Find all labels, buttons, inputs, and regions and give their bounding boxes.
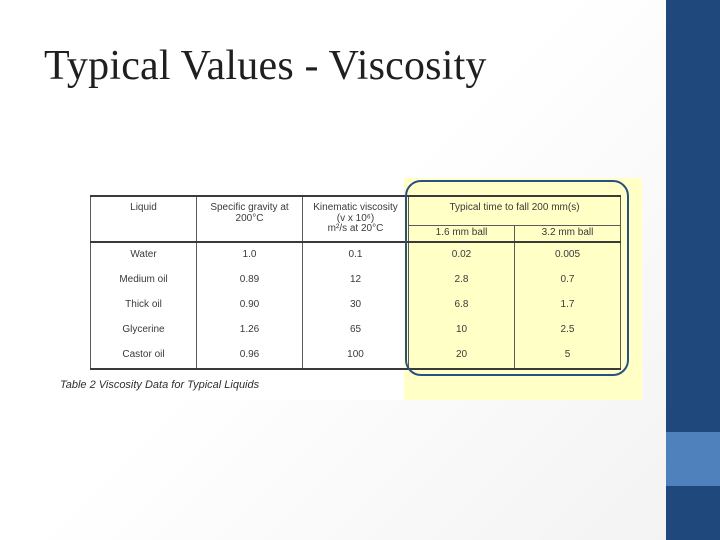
cell-liquid: Medium oil	[90, 268, 197, 293]
cell-time-small: 2.8	[408, 268, 515, 293]
table-figure: Liquid Specific gravity at 200°C Kinemat…	[56, 178, 642, 400]
cell-kinematic-viscosity: 30	[302, 293, 409, 318]
table-caption: Table 2 Viscosity Data for Typical Liqui…	[60, 379, 260, 391]
cell-time-large: 0.005	[513, 242, 622, 268]
header-ball-small: 1.6 mm ball	[408, 225, 515, 242]
header-fall-time: Typical time to fall 200 mm(s)	[407, 196, 622, 226]
header-liquid: Liquid	[90, 196, 197, 243]
table-row: Water 1.0 0.1 0.02 0.005	[90, 242, 622, 268]
table-row: Castor oil 0.96 100 20 5	[90, 343, 622, 369]
cell-time-large: 5	[513, 343, 622, 369]
cell-liquid: Thick oil	[90, 293, 197, 318]
header-kinematic-viscosity: Kinematic viscosity (v x 10⁶) m²/s at 20…	[302, 196, 409, 243]
cell-kinematic-viscosity: 65	[302, 318, 409, 343]
table-row: Glycerine 1.26 65 10 2.5	[90, 318, 622, 343]
header-specific-gravity: Specific gravity at 200°C	[196, 196, 303, 243]
table-row: Medium oil 0.89 12 2.8 0.7	[90, 268, 622, 293]
cell-liquid: Glycerine	[90, 318, 197, 343]
cell-specific-gravity: 0.90	[196, 293, 303, 318]
cell-specific-gravity: 1.26	[196, 318, 303, 343]
cell-time-small: 0.02	[408, 242, 515, 268]
viscosity-table: Liquid Specific gravity at 200°C Kinemat…	[90, 195, 622, 370]
cell-specific-gravity: 1.0	[196, 242, 303, 268]
cell-time-small: 6.8	[408, 293, 515, 318]
cell-time-large: 0.7	[513, 268, 622, 293]
accent-bar-highlight	[666, 432, 720, 486]
slide-title: Typical Values - Viscosity	[44, 43, 487, 89]
cell-kinematic-viscosity: 0.1	[302, 242, 409, 268]
cell-specific-gravity: 0.89	[196, 268, 303, 293]
table-row: Thick oil 0.90 30 6.8 1.7	[90, 293, 622, 318]
cell-kinematic-viscosity: 12	[302, 268, 409, 293]
header-ball-large: 3.2 mm ball	[513, 225, 622, 242]
cell-time-small: 20	[408, 343, 515, 369]
cell-time-large: 2.5	[513, 318, 622, 343]
cell-kinematic-viscosity: 100	[302, 343, 409, 369]
cell-time-small: 10	[408, 318, 515, 343]
cell-liquid: Castor oil	[90, 343, 197, 369]
cell-time-large: 1.7	[513, 293, 622, 318]
cell-liquid: Water	[90, 242, 197, 268]
cell-specific-gravity: 0.96	[196, 343, 303, 369]
highlight-outline	[405, 180, 629, 376]
